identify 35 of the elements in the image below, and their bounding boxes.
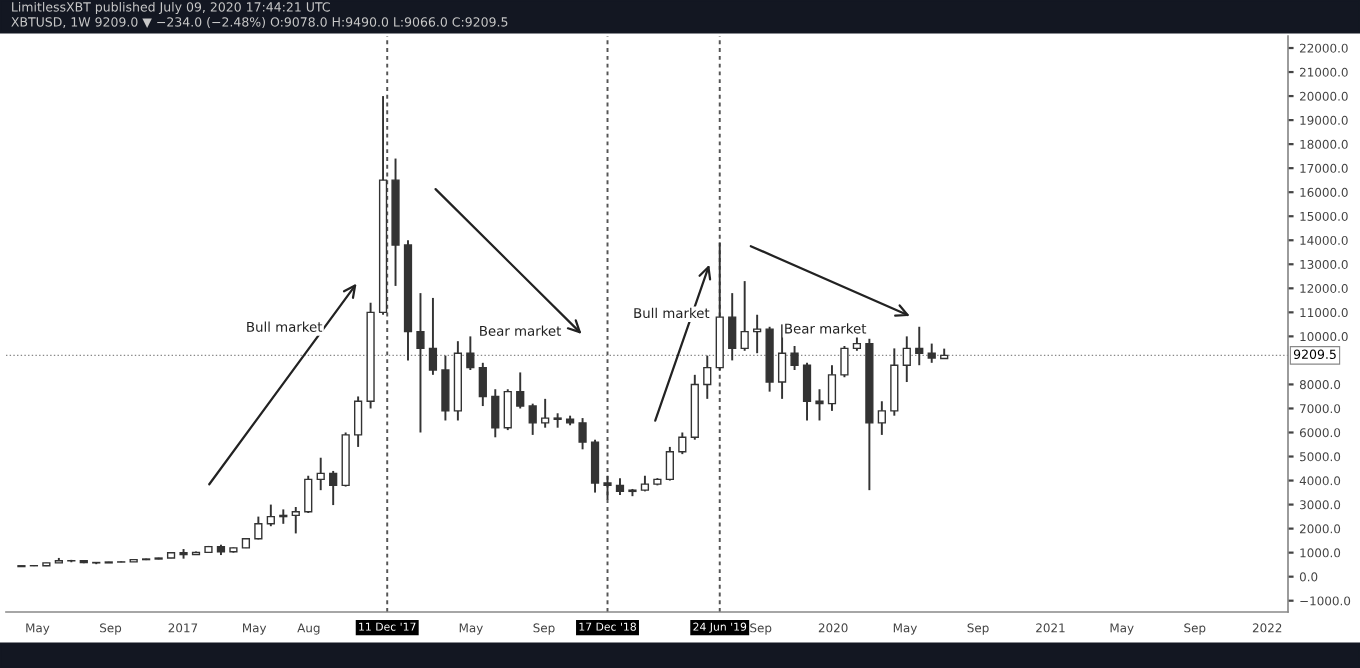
candlestick (316, 456, 325, 492)
candlestick (753, 313, 762, 355)
candlestick (441, 354, 450, 422)
candlestick (665, 445, 674, 482)
candlestick (491, 388, 500, 439)
candlestick (603, 474, 612, 501)
candlestick (353, 395, 363, 448)
candlestick (266, 503, 275, 528)
candlestick (840, 345, 849, 379)
candlestick (703, 354, 712, 400)
candlestick (590, 438, 600, 494)
candlestick (428, 296, 438, 376)
candlestick (902, 335, 911, 383)
candlestick (678, 431, 687, 456)
candlestick (927, 342, 936, 364)
candlestick (466, 335, 475, 371)
candlestick (815, 388, 824, 422)
candlestick (478, 361, 487, 408)
candlestick (578, 417, 587, 451)
candlestick (528, 402, 537, 436)
candlestick (416, 292, 425, 434)
candlestick (503, 388, 512, 432)
candlestick (827, 364, 837, 412)
candlestick (802, 361, 812, 422)
candlestick (516, 371, 525, 410)
candlestick (877, 400, 886, 436)
candlestick (740, 280, 749, 352)
candlestick (291, 506, 300, 535)
candlestick (541, 397, 550, 429)
candlestick (890, 347, 899, 417)
candlestick (915, 325, 924, 367)
candlestick (728, 292, 737, 362)
candlestick (329, 469, 338, 507)
candlestick (304, 474, 313, 514)
candlestick (790, 345, 799, 371)
